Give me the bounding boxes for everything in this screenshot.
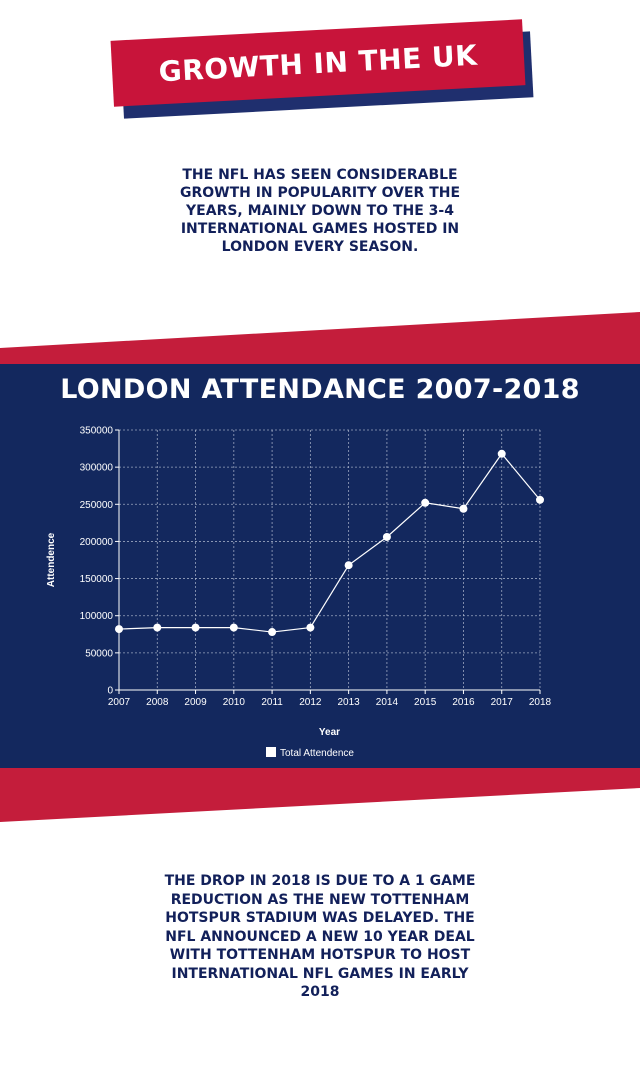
- data-point: [382, 532, 391, 541]
- y-tick-label: 100000: [80, 611, 114, 622]
- x-tick-label: 2016: [452, 697, 475, 708]
- legend-swatch: [266, 747, 276, 757]
- data-point: [115, 625, 123, 634]
- data-point: [536, 495, 544, 504]
- y-tick-label: 250000: [80, 500, 114, 511]
- data-point: [421, 498, 430, 507]
- data-point: [344, 561, 353, 570]
- x-tick-label: 2008: [146, 697, 169, 708]
- x-tick-label: 2009: [184, 697, 207, 708]
- y-tick-label: 200000: [80, 537, 114, 548]
- y-tick-label: 350000: [80, 426, 114, 437]
- x-tick-label: 2013: [338, 697, 361, 708]
- x-tick-label: 2017: [491, 697, 514, 708]
- x-tick-label: 2012: [299, 697, 322, 708]
- x-tick-label: 2011: [261, 697, 283, 708]
- y-axis-title: Attendence: [46, 532, 57, 587]
- y-tick-label: 0: [107, 686, 113, 697]
- x-tick-label: 2010: [223, 697, 246, 708]
- data-point: [153, 623, 162, 632]
- outro-paragraph: The drop in 2018 is due to a 1 game redu…: [164, 873, 476, 1000]
- x-tick-label: 2007: [108, 697, 131, 708]
- data-point: [459, 504, 468, 513]
- y-tick-label: 150000: [80, 574, 114, 585]
- navy-panel: [0, 364, 640, 770]
- x-tick-label: 2014: [376, 697, 399, 708]
- attendance-chart: 0 50000 100000 150000 200000 250000 300000 3500…: [0, 312, 640, 822]
- y-tick-label: 50000: [85, 648, 113, 659]
- x-axis-title: Year: [319, 727, 340, 738]
- x-tick-label: 2018: [529, 697, 552, 708]
- page-title: GROWTH IN THE UK: [157, 38, 479, 88]
- legend-label: Total Attendence: [280, 748, 354, 759]
- chart-panel: 0 50000 100000 150000 200000 250000 300000 3500…: [0, 312, 640, 824]
- series-line: [118, 452, 541, 633]
- data-point: [229, 623, 238, 632]
- data-point: [306, 623, 315, 632]
- y-tick-label: 300000: [80, 463, 114, 474]
- data-point: [191, 623, 200, 632]
- bottom-red-stripe: [0, 768, 640, 822]
- data-point: [268, 628, 277, 637]
- top-red-stripe: [0, 312, 640, 368]
- x-tick-label: 2015: [414, 697, 437, 708]
- data-point: [497, 449, 506, 458]
- intro-paragraph: The NFL has seen considerable growth in …: [179, 167, 461, 255]
- chart-title: LONDON ATTENDANCE 2007-2018: [60, 374, 580, 405]
